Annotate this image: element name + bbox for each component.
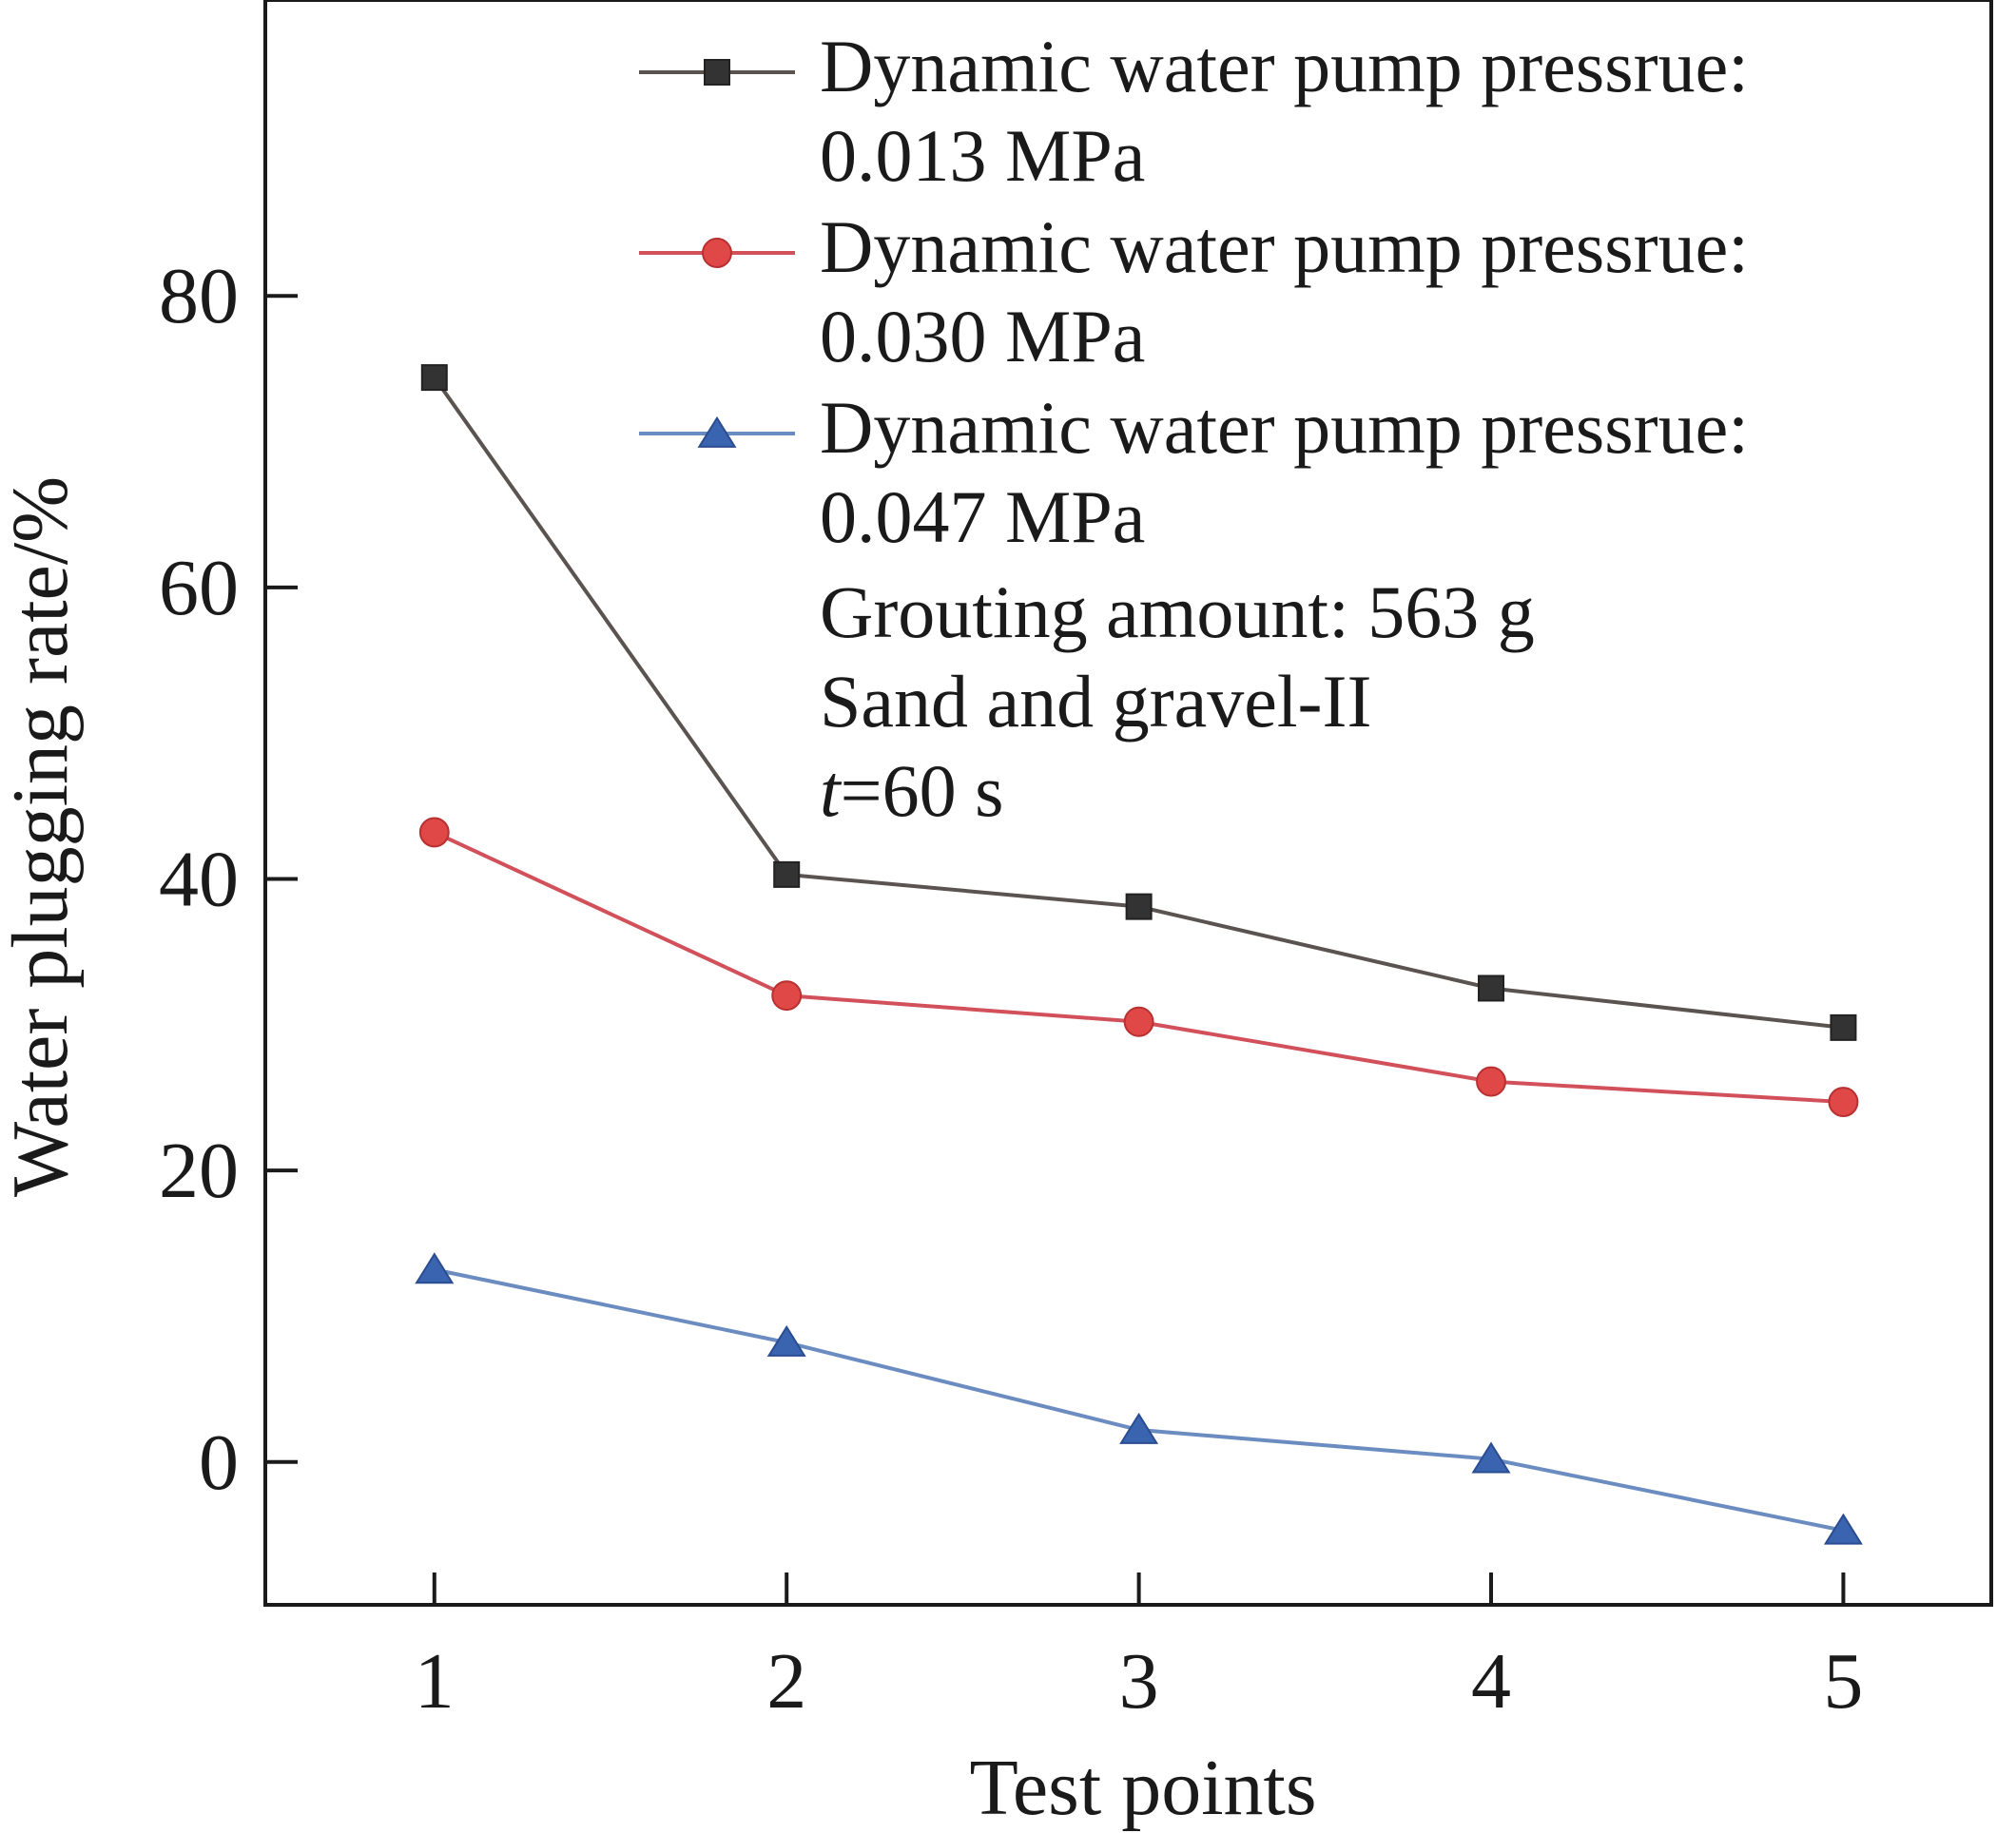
annotation-material: Sand and gravel-II xyxy=(820,660,1371,743)
series-2 xyxy=(418,817,1859,1118)
legend-entry-1-label-2: 0.013 MPa xyxy=(820,114,1145,197)
series-3-line xyxy=(434,1267,1844,1533)
series-3-point-3 xyxy=(1119,1412,1159,1444)
legend-entry-2-label-1: Dynamic water pump pressrue: xyxy=(820,205,1749,288)
legend-entry-2-marker xyxy=(702,238,732,268)
annotation-grouting: Grouting amount: 563 g xyxy=(820,570,1535,653)
legend-entry-2: Dynamic water pump pressrue:0.030 MPa xyxy=(639,205,1749,377)
legend: Dynamic water pump pressrue:0.013 MPaDyn… xyxy=(639,25,1749,558)
series-2-point-5 xyxy=(1828,1087,1859,1118)
x-tick-label-1: 1 xyxy=(415,1637,455,1726)
annotation-time: t=60 s xyxy=(820,749,1004,832)
series-2-point-2 xyxy=(771,980,803,1012)
x-axis: 1 2 3 4 5 xyxy=(415,1573,1863,1726)
series-2-point-1 xyxy=(418,817,450,848)
y-axis: 0 20 40 60 80 xyxy=(159,252,298,1507)
legend-entry-3-label-2: 0.047 MPa xyxy=(820,475,1145,558)
legend-entry-1: Dynamic water pump pressrue:0.013 MPa xyxy=(639,25,1749,197)
annotations: Grouting amount: 563 g Sand and gravel-I… xyxy=(820,570,1535,832)
y-tick-label-80: 80 xyxy=(159,252,239,340)
series-1-point-4 xyxy=(1478,974,1505,1002)
annotation-time-value: =60 s xyxy=(841,749,1004,832)
y-tick-label-0: 0 xyxy=(199,1418,239,1507)
x-tick-label-5: 5 xyxy=(1823,1637,1863,1726)
series-layer xyxy=(415,364,1863,1545)
legend-entry-2-label-2: 0.030 MPa xyxy=(820,295,1145,377)
x-tick-label-2: 2 xyxy=(766,1637,806,1726)
series-3-point-4 xyxy=(1471,1441,1511,1474)
series-1-point-3 xyxy=(1125,893,1153,920)
x-axis-title: Test points xyxy=(969,1744,1316,1832)
series-1 xyxy=(420,364,1857,1041)
series-1-point-2 xyxy=(773,860,801,888)
series-3-point-5 xyxy=(1823,1513,1863,1545)
series-1-point-1 xyxy=(420,364,448,392)
series-2-point-3 xyxy=(1123,1006,1154,1037)
series-3-point-2 xyxy=(766,1324,806,1357)
y-axis-title: Water plugging rate/% xyxy=(0,476,85,1197)
series-2-point-4 xyxy=(1476,1066,1506,1097)
legend-entry-3-marker xyxy=(697,415,737,448)
series-3 xyxy=(415,1252,1863,1545)
y-tick-label-40: 40 xyxy=(159,835,239,923)
x-tick-label-3: 3 xyxy=(1119,1637,1159,1726)
legend-entry-1-marker xyxy=(704,59,730,86)
legend-entry-1-label-1: Dynamic water pump pressrue: xyxy=(820,25,1749,107)
series-1-point-5 xyxy=(1830,1013,1857,1041)
plot-area xyxy=(263,0,1993,1607)
y-tick-label-20: 20 xyxy=(159,1127,239,1215)
x-tick-label-4: 4 xyxy=(1471,1637,1511,1726)
legend-entry-3-label-1: Dynamic water pump pressrue: xyxy=(820,386,1749,469)
y-tick-label-60: 60 xyxy=(159,544,239,632)
series-2-line xyxy=(433,830,1844,1105)
legend-entry-3: Dynamic water pump pressrue:0.047 MPa xyxy=(639,386,1749,558)
plot-frame xyxy=(263,0,1993,1607)
series-3-point-1 xyxy=(415,1252,455,1284)
annotation-time-var: t xyxy=(820,749,843,832)
